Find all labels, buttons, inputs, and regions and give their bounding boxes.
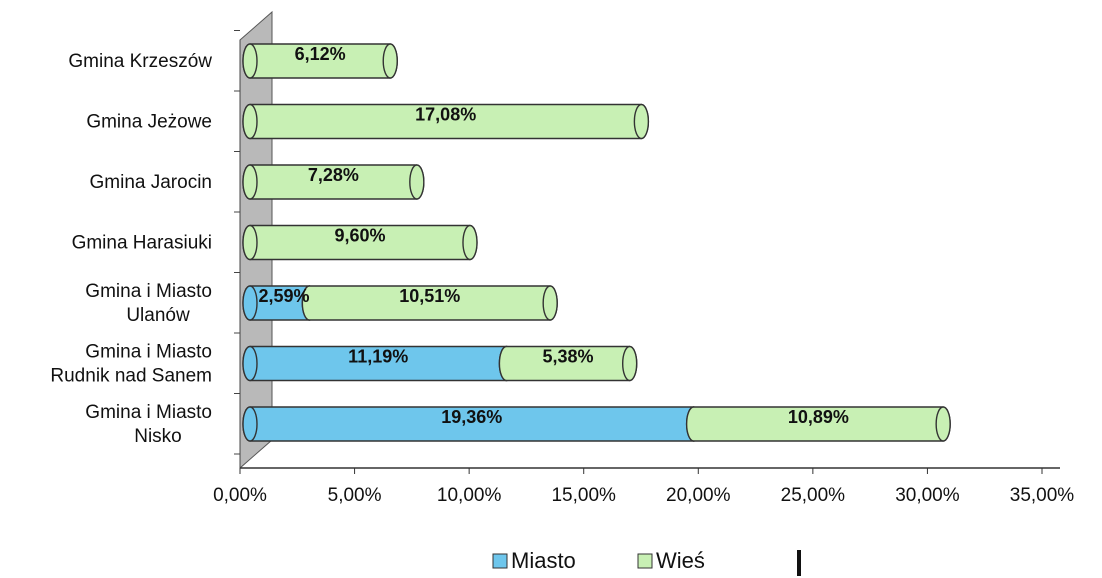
x-tick-label: 10,00% [437, 485, 502, 506]
legend: Miasto Wieś [492, 548, 705, 573]
y-axis-ticks [234, 30, 240, 455]
legend-label: Miasto [511, 548, 576, 573]
data-label: 17,08% [415, 105, 476, 125]
bar-end-cap [409, 164, 425, 200]
bar-end-cap [542, 285, 558, 321]
data-label: 6,12% [295, 44, 346, 64]
category-label: Gmina i Miasto Ulanów [85, 281, 212, 326]
category-label: Gmina i Miasto Rudnik nad Sanem [50, 342, 212, 387]
data-label: 9,60% [334, 226, 385, 246]
data-label: 7,28% [308, 165, 359, 185]
data-label: 19,36% [441, 407, 502, 427]
legend-swatch [492, 553, 508, 569]
legend-swatch [637, 553, 653, 569]
data-label: 10,89% [788, 407, 849, 427]
bar-cap [242, 43, 258, 79]
data-label: 11,19% [348, 347, 408, 367]
data-label: 5,38% [543, 347, 594, 367]
category-label: Gmina i Miasto Nisko [85, 402, 212, 447]
bar-cap [242, 406, 258, 442]
bar-cap [242, 224, 258, 261]
x-tick-label: 5,00% [328, 485, 382, 506]
bar-end-cap [462, 224, 478, 261]
bar-end-cap [633, 103, 650, 140]
category-label: Gmina Jeżowe [86, 112, 212, 133]
category-label: Gmina Harasiuki [72, 233, 212, 254]
bar-cap [242, 103, 258, 140]
data-label: 2,59% [258, 286, 309, 306]
x-axis-ticks: 0,00% 5,00% 10,00% 15,00% 20,00% 25,00% 30,00%… [213, 468, 1074, 506]
x-tick-label: 35,00% [1010, 485, 1075, 506]
category-label: Gmina Jarocin [90, 172, 213, 193]
bar-end-cap [621, 345, 638, 382]
bar-end-cap [935, 406, 951, 442]
category-labels: Gmina i Miasto Nisko Gmina i Miasto Rudnik … [50, 51, 212, 447]
bar-cap [242, 164, 258, 200]
bar-cap [242, 345, 258, 382]
data-label: 10,51% [399, 286, 460, 306]
legend-label: Wieś [656, 548, 705, 573]
x-tick-label: 20,00% [666, 485, 731, 506]
bars: 19,36% 10,89% 11,19% 5,38% 2,59% 10,51% 9,60% 7… [242, 43, 951, 442]
bar-cap [242, 285, 258, 321]
category-label: Gmina Krzeszów [68, 51, 212, 72]
x-tick-label: 30,00% [895, 485, 960, 506]
x-tick-label: 15,00% [551, 485, 616, 506]
x-tick-label: 25,00% [781, 485, 846, 506]
x-tick-label: 0,00% [213, 485, 267, 506]
bar-end-cap [382, 43, 398, 79]
stray-mark [797, 550, 801, 576]
